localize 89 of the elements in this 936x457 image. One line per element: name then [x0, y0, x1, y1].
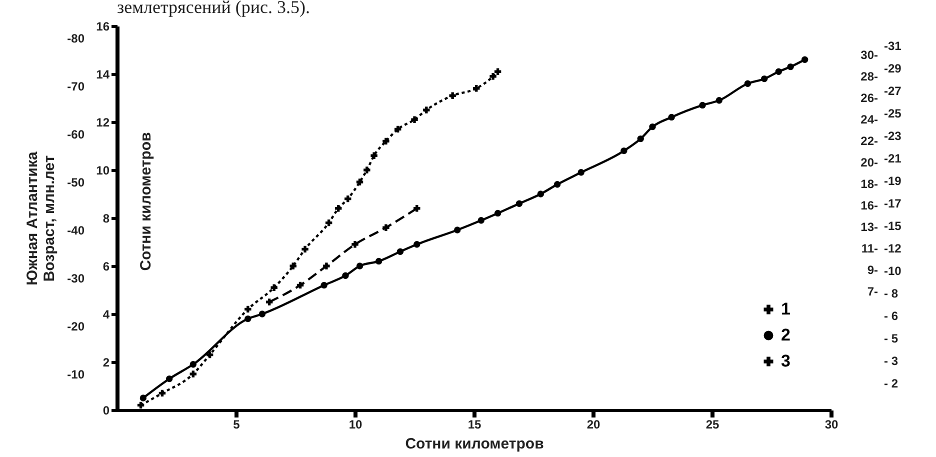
text: -31 -29 -27 -25 -23 -21 -19 -17 -15 -12 -10 - 8 - 6 - 5 - 3 - 2: [884, 39, 902, 390]
point: [325, 219, 332, 226]
point: [494, 68, 502, 75]
point: [323, 262, 330, 270]
point: [699, 102, 706, 109]
x-tick-label: 25: [706, 418, 720, 432]
point: [716, 97, 722, 104]
x-tick-label: 20: [586, 418, 600, 432]
point: [382, 224, 390, 231]
point: [801, 56, 808, 63]
point: [334, 205, 342, 212]
text: 30- 28- 26- 24- 22- 20- 18- 16- 13- 11- 9- 7-: [860, 48, 878, 298]
y2-tick-label: -70: [67, 80, 85, 94]
point: [494, 210, 502, 217]
point: [258, 310, 266, 318]
y-tick-label: 12: [96, 116, 110, 130]
y-tick-label: 10: [96, 164, 110, 178]
point: [449, 92, 456, 99]
point: [554, 181, 561, 188]
point: [649, 123, 656, 130]
point: [166, 375, 173, 382]
y2-tick-label: -60: [67, 128, 85, 142]
point: [423, 106, 430, 114]
point: [296, 282, 304, 289]
y2-tick-label: -30: [67, 272, 85, 286]
legend-label: 2: [781, 326, 790, 344]
point: [454, 226, 461, 234]
y-tick-label: 6: [102, 260, 110, 274]
point: [206, 351, 214, 358]
y2-tick-label: -40: [67, 224, 85, 238]
point: [356, 178, 364, 186]
point: [537, 190, 544, 198]
point: [190, 370, 197, 378]
y-tick-label: 2: [102, 356, 110, 370]
point: [266, 298, 273, 306]
point: [190, 361, 197, 368]
point: [775, 68, 782, 75]
point: [344, 195, 352, 202]
point: [478, 217, 484, 224]
point: [375, 258, 382, 265]
x-tick-label: 5: [233, 418, 240, 432]
text: землетрясений (рис. 3.5).: [117, 0, 310, 17]
point: [414, 205, 420, 212]
point: [414, 241, 420, 248]
point: [761, 75, 768, 82]
point: [394, 126, 402, 133]
y2-tick-label: -80: [67, 32, 85, 46]
point: [637, 135, 644, 142]
point: [244, 306, 252, 313]
point: [578, 169, 584, 176]
point: [244, 315, 252, 322]
point: [270, 284, 278, 291]
point: [620, 147, 628, 154]
y2-tick-label: -20: [67, 320, 85, 334]
y2-tick-label: -10: [67, 368, 85, 382]
point: [744, 80, 752, 87]
point: [668, 114, 675, 121]
x-tick-label: 30: [824, 418, 838, 432]
x-tick-label: 15: [468, 418, 482, 432]
point: [158, 390, 166, 397]
y-tick-label: 4: [102, 308, 110, 322]
y-tick-label: 16: [96, 20, 110, 34]
y-tick-label: 0: [102, 404, 110, 418]
point: [382, 138, 390, 145]
x-tick-label: 10: [348, 418, 362, 432]
y2-tick-label: -50: [67, 176, 85, 190]
point: [342, 272, 349, 279]
point: [352, 241, 358, 248]
y-axis-title: Сотни километров: [138, 132, 154, 271]
point: [364, 166, 370, 174]
legend-label: 1: [781, 300, 790, 318]
x-axis-title: Сотни километров: [405, 436, 544, 452]
point: [302, 246, 308, 253]
point: [516, 200, 523, 207]
y2-axis-title: Южная Атлантика Возраст, млн.лет: [24, 150, 58, 286]
point: [137, 402, 144, 409]
point: [411, 116, 418, 123]
point: [370, 152, 378, 159]
point: [290, 262, 296, 270]
point: [356, 262, 364, 270]
point: [473, 85, 480, 92]
y-tick-label: 14: [96, 68, 110, 82]
point: [320, 282, 328, 289]
y-tick-label: 8: [102, 212, 110, 226]
legend-label: 3: [781, 352, 790, 370]
point: [787, 63, 794, 70]
point: [140, 394, 147, 402]
point: [490, 73, 496, 80]
point: [396, 248, 404, 255]
